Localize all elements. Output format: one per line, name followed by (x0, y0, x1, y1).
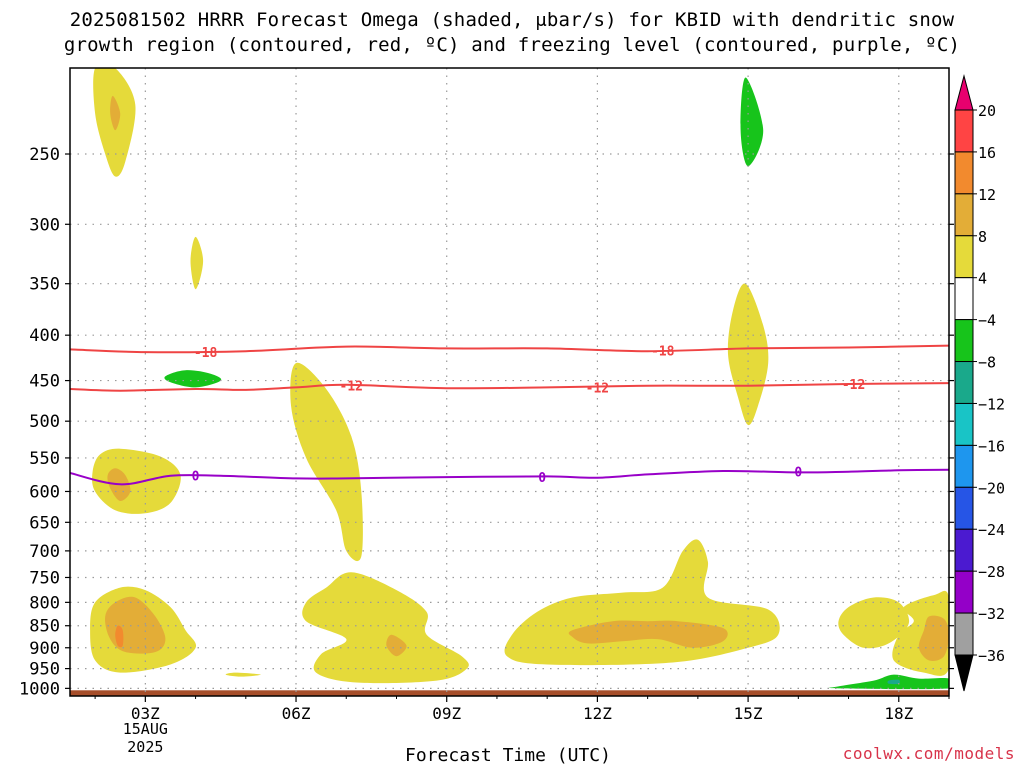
contour-label-2-0: 0 (192, 470, 200, 485)
colorbar-label-11: −28 (978, 563, 1005, 581)
omega-region-21 (887, 679, 900, 685)
colorbar-label-9: −20 (978, 479, 1005, 497)
x-axis-title: Forecast Time (UTC) (405, 745, 611, 766)
omega-region-1 (110, 95, 121, 131)
y-tick-label-500: 500 (29, 412, 60, 432)
y-tick-label-550: 550 (29, 449, 60, 469)
colorbar-box-8 (954, 444, 974, 488)
ground-fill (70, 690, 949, 696)
omega-region-2 (190, 236, 204, 290)
chart-title-line-1: 2025081502 HRRR Forecast Omega (shaded, … (69, 9, 955, 31)
credit-text: coolwx.com/models (842, 744, 1015, 763)
y-tick-label-850: 850 (29, 617, 60, 637)
y-tick-label-950: 950 (29, 660, 60, 680)
plot-area: -18 -18 -12 -12 -12 0 0 0 (70, 68, 949, 696)
colorbar-box-2 (954, 193, 974, 237)
omega-region-16 (740, 77, 764, 167)
colorbar-label-6: −8 (978, 354, 996, 372)
x-tick-label-18Z: 18Z (884, 704, 913, 723)
colorbar-label-5: −4 (978, 312, 996, 330)
omega-region-5 (92, 448, 181, 514)
omega-region-12 (386, 634, 407, 657)
x-tick-label-09Z: 09Z (432, 704, 461, 723)
y-tick-label-450: 450 (29, 372, 60, 392)
contour-line-1 (70, 382, 949, 392)
colorbar-top-arrow (954, 74, 974, 111)
colorbar-box-0 (954, 109, 974, 153)
x-tick-label-12Z: 12Z (583, 704, 612, 723)
colorbar-bottom-arrow (954, 654, 974, 692)
omega-region-9 (115, 625, 124, 648)
colorbar-label-2: 12 (978, 186, 996, 204)
colorbar-box-7 (954, 402, 974, 446)
colorbar-label-1: 16 (978, 144, 996, 162)
y-tick-label-600: 600 (29, 482, 60, 502)
colorbar-label-3: 8 (978, 228, 987, 246)
omega-region-11 (302, 572, 469, 684)
contour-label-2-2: 0 (794, 466, 802, 481)
colorbar-label-12: −32 (978, 605, 1005, 623)
omega-region-3 (164, 370, 222, 388)
colorbar-box-9 (954, 486, 974, 530)
y-tick-label-700: 700 (29, 542, 60, 562)
colorbar-label-8: −16 (978, 437, 1005, 455)
y-tick-label-300: 300 (29, 215, 60, 235)
x-subtick-date: 15AUG (122, 720, 168, 738)
omega-region-19 (918, 615, 949, 661)
x-subtick-year: 2025 (127, 738, 164, 756)
contour-label-2-1: 0 (538, 471, 546, 486)
colorbar-box-12 (954, 612, 974, 656)
contour-label-0-0: -18 (194, 346, 218, 361)
contour-label-1-1: -12 (586, 381, 609, 396)
omega-region-4 (290, 362, 363, 562)
contour-label-1-0: -12 (340, 380, 363, 395)
y-tick-label-900: 900 (29, 639, 60, 659)
colorbar-label-13: −36 (978, 647, 1005, 665)
y-tick-label-650: 650 (29, 513, 60, 533)
colorbar-box-3 (954, 235, 974, 279)
omega-region-14 (568, 620, 728, 648)
contour-label-0-1: -18 (651, 344, 675, 359)
colorbar-label-4: 4 (978, 270, 987, 288)
colorbar-label-0: 20 (978, 102, 996, 120)
omega-region-17 (838, 597, 910, 649)
omega-region-10 (225, 672, 261, 677)
colorbar-box-6 (954, 361, 974, 404)
colorbar-box-1 (954, 151, 974, 195)
x-tick-label-15Z: 15Z (734, 704, 763, 723)
colorbar-box-10 (954, 528, 974, 572)
y-tick-label-400: 400 (29, 326, 60, 346)
x-tick-label-06Z: 06Z (282, 704, 311, 723)
plot-frame (69, 67, 950, 697)
y-tick-label-800: 800 (29, 593, 60, 613)
colorbar-box-5 (954, 319, 974, 363)
colorbar-box-11 (954, 570, 974, 614)
y-tick-label-750: 750 (29, 568, 60, 588)
y-tick-label-350: 350 (29, 275, 60, 295)
colorbar-label-10: −24 (978, 521, 1005, 539)
contour-line-2 (70, 468, 949, 486)
contour-label-1-2: -12 (842, 378, 865, 393)
colorbar-label-7: −12 (978, 395, 1005, 413)
contour-line-0 (70, 344, 949, 354)
x-tick-label-03Z: 03Z (131, 704, 160, 723)
colorbar-box-4 (954, 277, 974, 321)
y-tick-label-1000: 1000 (19, 679, 60, 699)
chart-title-line-2: growth region (contoured, red, ºC) and f… (63, 34, 961, 56)
y-tick-label-250: 250 (29, 145, 60, 165)
